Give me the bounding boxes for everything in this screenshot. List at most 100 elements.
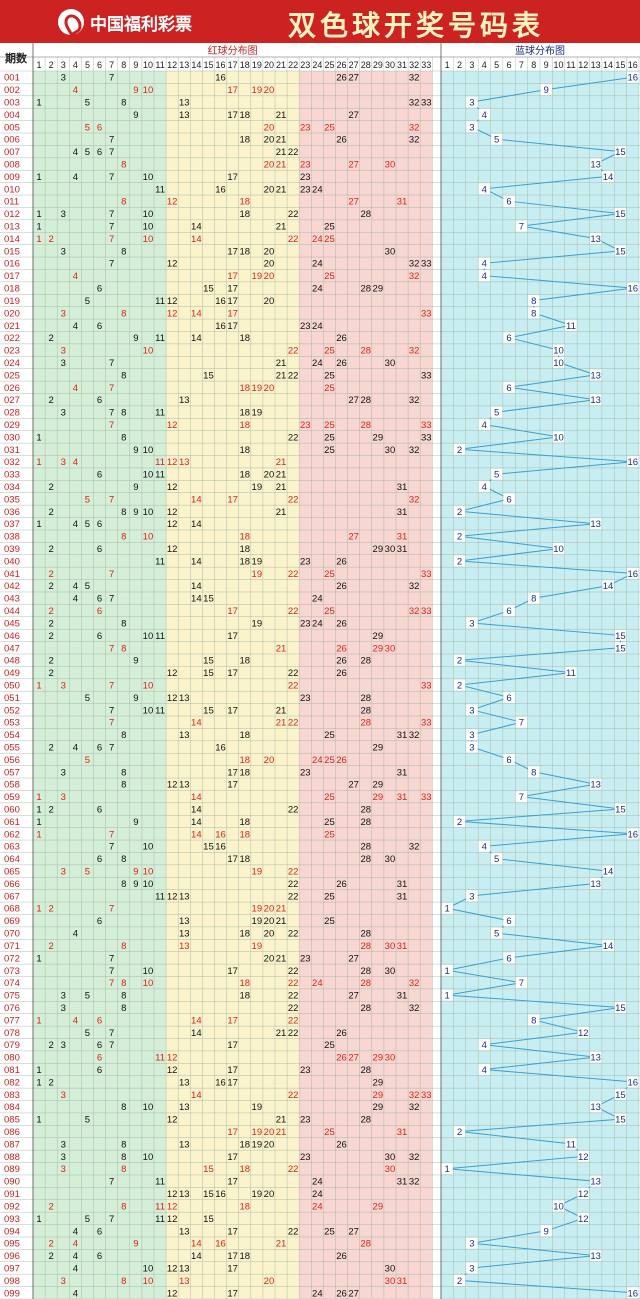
red-ball-number: 14 bbox=[191, 1028, 202, 1039]
period-label: 072 bbox=[4, 953, 20, 964]
red-ball-number: 23 bbox=[300, 160, 311, 171]
red-ball-number: 2 bbox=[49, 805, 54, 816]
red-ball-number: 15 bbox=[203, 594, 214, 605]
red-ball-number: 11 bbox=[155, 1201, 165, 1212]
blue-ball-bg bbox=[577, 1212, 589, 1224]
blue-ball-bg bbox=[491, 406, 503, 418]
red-ball-number: 17 bbox=[227, 1152, 238, 1163]
red-column-header: 6 bbox=[97, 60, 102, 70]
red-ball-number: 32 bbox=[409, 1152, 420, 1163]
blue-ball-bg bbox=[503, 605, 515, 616]
period-label: 070 bbox=[4, 929, 20, 940]
red-ball-number: 28 bbox=[360, 718, 371, 729]
red-ball-number: 21 bbox=[276, 470, 287, 481]
red-ball-number: 17 bbox=[227, 631, 238, 642]
red-ball-number: 18 bbox=[239, 544, 250, 555]
period-label: 013 bbox=[4, 222, 20, 233]
blue-ball-bg bbox=[627, 1287, 639, 1299]
blue-ball-bg bbox=[590, 158, 602, 170]
red-ball-number: 26 bbox=[336, 581, 347, 592]
blue-ball-number: 7 bbox=[519, 978, 524, 989]
red-ball-number: 19 bbox=[252, 556, 263, 567]
red-ball-number: 23 bbox=[300, 618, 311, 629]
blue-ball-bg bbox=[627, 567, 639, 579]
red-ball-number: 17 bbox=[227, 854, 238, 865]
blue-ball-number: 4 bbox=[482, 1040, 487, 1051]
red-ball-number: 1 bbox=[36, 1077, 41, 1088]
red-ball-number: 16 bbox=[215, 829, 226, 840]
blue-ball-number: 5 bbox=[494, 470, 499, 481]
red-ball-number: 11 bbox=[155, 631, 165, 642]
period-label: 095 bbox=[4, 1239, 20, 1250]
blue-ball-number: 3 bbox=[469, 1239, 474, 1250]
red-ball-number: 17 bbox=[227, 1288, 238, 1299]
red-ball-number: 9 bbox=[133, 1239, 138, 1250]
red-ball-number: 6 bbox=[97, 147, 102, 158]
blue-ball-number: 6 bbox=[506, 494, 511, 505]
red-ball-number: 12 bbox=[167, 507, 178, 518]
red-ball-number: 1 bbox=[36, 817, 41, 828]
red-ball-number: 10 bbox=[143, 978, 154, 989]
red-ball-number: 31 bbox=[397, 1127, 408, 1138]
red-ball-number: 27 bbox=[348, 395, 359, 406]
period-label: 058 bbox=[4, 780, 20, 791]
red-ball-number: 3 bbox=[61, 1139, 66, 1150]
red-ball-number: 17 bbox=[227, 1177, 238, 1188]
red-ball-number: 27 bbox=[348, 110, 359, 121]
red-ball-number: 22 bbox=[288, 1003, 299, 1014]
red-ball-number: 23 bbox=[300, 321, 311, 332]
red-ball-number: 21 bbox=[276, 147, 287, 158]
period-label: 015 bbox=[4, 246, 20, 257]
red-ball-number: 16 bbox=[215, 321, 226, 332]
red-ball-number: 10 bbox=[143, 470, 154, 481]
red-ball-number: 6 bbox=[97, 284, 102, 295]
blue-ball-bg bbox=[528, 1014, 540, 1026]
red-ball-number: 31 bbox=[397, 507, 408, 518]
red-ball-number: 32 bbox=[409, 395, 420, 406]
red-ball-number: 22 bbox=[288, 1015, 299, 1026]
red-ball-number: 6 bbox=[97, 1251, 102, 1262]
red-ball-number: 4 bbox=[73, 1015, 78, 1026]
blue-ball-number: 13 bbox=[590, 370, 601, 381]
red-ball-number: 13 bbox=[179, 1139, 190, 1150]
red-ball-number: 16 bbox=[215, 1077, 226, 1088]
red-ball-number: 31 bbox=[397, 197, 408, 208]
period-label: 044 bbox=[4, 606, 20, 617]
red-ball-number: 28 bbox=[360, 978, 371, 989]
red-ball-number: 4 bbox=[73, 1226, 78, 1237]
blue-ball-bg bbox=[503, 332, 515, 344]
red-ball-number: 7 bbox=[109, 643, 114, 654]
red-ball-number: 4 bbox=[73, 1288, 78, 1299]
red-ball-number: 25 bbox=[324, 445, 335, 456]
red-ball-number: 18 bbox=[239, 420, 250, 431]
red-ball-number: 16 bbox=[215, 184, 226, 195]
period-label: 086 bbox=[4, 1127, 20, 1138]
blue-ball-number: 13 bbox=[590, 1177, 601, 1188]
blue-ball-bg bbox=[453, 1274, 466, 1286]
red-ball-number: 3 bbox=[61, 991, 66, 1002]
period-label: 047 bbox=[4, 643, 20, 654]
red-ball-number: 30 bbox=[385, 854, 396, 865]
red-ball-number: 12 bbox=[167, 1263, 178, 1274]
blue-ball-number: 9 bbox=[544, 85, 549, 96]
red-ball-number: 2 bbox=[49, 544, 54, 555]
red-ball-number: 11 bbox=[155, 333, 165, 344]
red-ball-number: 26 bbox=[336, 668, 347, 679]
red-ball-number: 7 bbox=[109, 705, 114, 716]
period-label: 017 bbox=[4, 271, 20, 282]
red-ball-number: 32 bbox=[409, 271, 420, 282]
red-ball-number: 19 bbox=[252, 1102, 263, 1113]
red-ball-number: 4 bbox=[73, 519, 78, 530]
red-ball-number: 9 bbox=[133, 445, 138, 456]
red-ball-number: 14 bbox=[191, 1251, 202, 1262]
chart-header: 中国福利彩票 双色球开奖号码表 bbox=[0, 0, 640, 43]
red-ball-number: 25 bbox=[324, 222, 335, 233]
red-ball-number: 10 bbox=[143, 209, 154, 220]
red-ball-number: 7 bbox=[109, 978, 114, 989]
red-ball-number: 1 bbox=[36, 97, 41, 108]
red-ball-number: 16 bbox=[215, 73, 226, 84]
period-label: 069 bbox=[4, 916, 20, 927]
red-ball-number: 1 bbox=[36, 457, 41, 468]
blue-ball-bg bbox=[577, 1188, 589, 1199]
blue-ball-bg bbox=[590, 518, 602, 530]
